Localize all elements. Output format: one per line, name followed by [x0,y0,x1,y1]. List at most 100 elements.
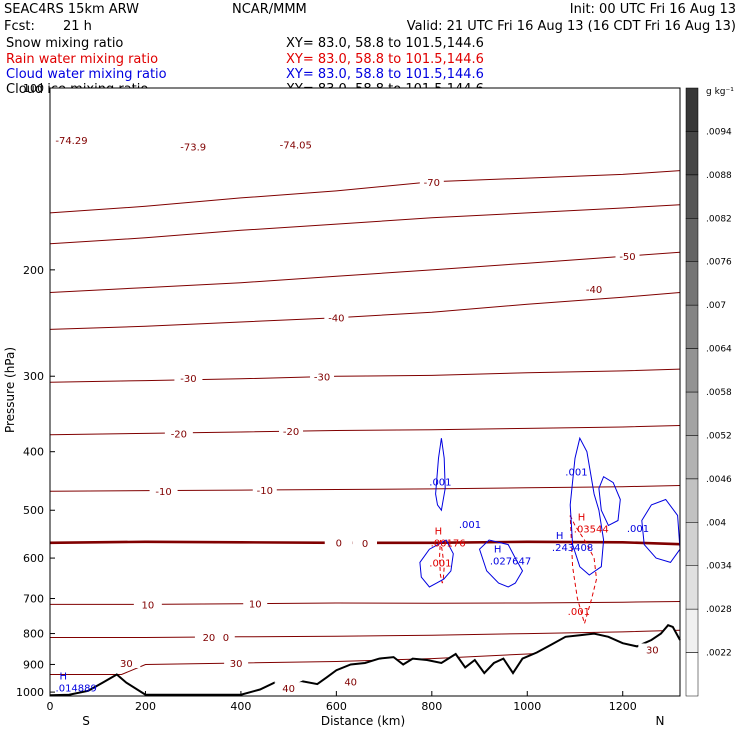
contour-label-bg [580,282,609,294]
colorbar: g kg⁻¹ .0022 .0028 .0034 .004 .0046 .0052 .005… [685,87,734,697]
contour-label-bg [353,536,377,548]
forecast-label: Fcst: [4,19,35,34]
temperature-contour-label: 10 [141,600,154,611]
temperature-contour [49,204,681,245]
cloud-water-label: .001 [459,520,481,531]
contour-label-bg [638,643,667,655]
y-tick-label: 300 [23,370,44,383]
contour-label-bg [149,485,178,497]
rain-water-contour [438,539,445,584]
y-axis-label: Pressure (hPa) [3,347,17,433]
plot-background [50,88,680,696]
field-xy-rain: XY= 83.0, 58.8 to 101.5,144.6 [286,52,484,67]
y-tick-label: 800 [23,628,44,641]
temperature-contour-label: 20 [203,633,216,644]
field-xy-cloud-water: XY= 83.0, 58.8 to 101.5,144.6 [286,67,484,82]
temperature-contour-label: 30 [646,645,659,656]
plot-area: -70 -50 -40 -30 -20 -10 0 10 20 30 -74.29 -73.9 -74.… [3,82,681,728]
temperature-contour-label: -70 [424,178,440,189]
contour-label-bg [281,138,310,150]
x-tick-label: 600 [326,700,347,713]
temperature-contour-label: 30 [120,659,133,670]
contour-label-bg [164,427,193,439]
colorbar-tick-label: .0094 [706,127,732,137]
valid-time: Valid: 21 UTC Fri 16 Aug 13 (16 CDT Fri … [407,19,736,34]
colorbar-swatch [685,174,699,219]
y-tick-label: 500 [23,504,44,517]
temperature-contour [49,425,681,436]
organization: NCAR/MMM [232,2,307,17]
field-name-rain: Rain water mixing ratio [6,52,158,67]
colorbar-swatch [685,218,699,262]
plot-frame [49,87,681,697]
colorbar-swatch [685,261,699,306]
contour-label-bg [279,425,304,437]
temperature-contour-label: -30 [180,374,196,385]
colorbar-swatch [685,391,699,436]
contour-label-bg [243,597,268,609]
contour-labels: -70 -50 -40 -30 -20 -10 0 10 20 30 -74.29 -73.9 -74.… [55,134,667,695]
x-tick-label: 200 [135,700,156,713]
x-axis: 0 200 400 600 800 1000 1200 [47,691,637,713]
cloud-water-max-marker: H [60,671,68,682]
y-tick-label: 200 [23,264,44,277]
contour-label-bg [174,371,203,383]
x-tick-label: 1000 [513,700,541,713]
cloud-water-max-value: .014889 [56,683,97,694]
y-tick-label: 700 [23,593,44,606]
cloud-water-max-marker: H [556,531,564,542]
contour-label-bg [133,598,162,610]
colorbar-tick-label: .0046 [706,475,732,485]
cloud-water-max-marker: H [494,544,502,555]
y-axis: 100 200 300 400 500 600 700 800 900 1000 [16,82,55,699]
cloud-water-max-value: .027647 [490,556,531,567]
temperature-contour [49,170,681,214]
colorbar-swatch [685,131,699,176]
cloud-water-contour [478,539,524,588]
temperature-contour-label: -10 [257,486,273,497]
contour-label-bg [179,140,208,152]
forecast-hour: 21 h [63,19,92,34]
figure-header: SEAC4RS 15km ARW Fcst: 21 h NCAR/MMM Ini… [4,2,736,97]
temperature-contour-label: -73.9 [180,143,206,154]
colorbar-tick-label: .0088 [706,171,732,181]
colorbar-swatch [685,304,699,349]
colorbar-tick-label: .0052 [706,431,732,441]
cloud-water-label: .001 [429,478,451,489]
temperature-contour [50,629,681,638]
contour-label-bg [324,536,353,548]
temperature-contour-label: -50 [619,252,635,263]
colorbar-tick-label: .004 [706,518,726,528]
x-axis-label: Distance (km) [321,714,405,728]
colorbar-swatch [685,522,699,566]
y-tick-label: 600 [23,552,44,565]
colorbar-swatch [685,478,699,523]
contour-label-bg [274,682,303,694]
cloud-water-contour [569,436,605,576]
temperature-contour-label: -20 [171,429,187,440]
temperature-contour-label: -74.05 [280,140,312,151]
rain-water-contours [438,515,598,626]
field-xy-snow: XY= 83.0, 58.8 to 101.5,144.6 [286,36,484,51]
model-name: SEAC4RS 15km ARW [4,2,139,17]
contour-label-bg [324,311,349,323]
rain-water-max-marker: H [435,527,443,538]
contour-label-bg [224,657,249,669]
colorbar-swatch [685,87,699,132]
cloud-water-max-value: .243408 [552,543,593,554]
temperature-contour-label: -30 [314,373,330,384]
contour-label-bg [57,134,86,146]
temperature-contour [49,292,681,330]
x-tick-label: 400 [230,700,251,713]
rain-water-max-value: .00176 [431,539,466,550]
temperature-contour-label: -74.29 [55,136,87,147]
rain-water-max-marker: H [578,512,586,523]
temperature-contour-label: -20 [283,427,299,438]
contour-label-bg [615,250,640,262]
contour-label-bg [310,370,335,382]
temperature-contour-label: 30 [230,659,243,670]
colorbar-unit: g kg⁻¹ [706,87,734,97]
rain-water-label: .001 [429,559,451,570]
field-name-cloud-water: Cloud water mixing ratio [6,67,167,82]
